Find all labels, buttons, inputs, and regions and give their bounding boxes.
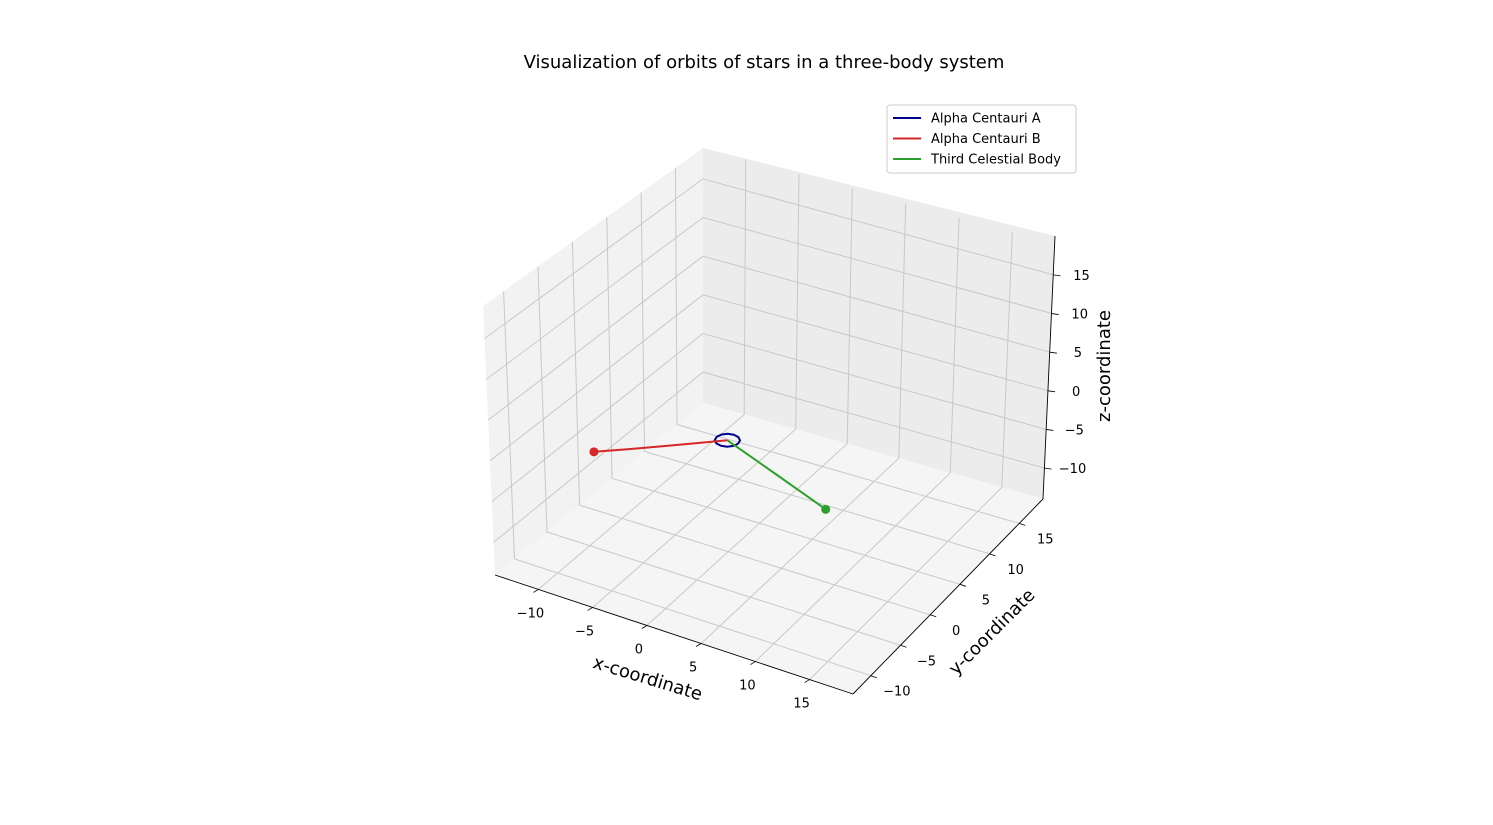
x-gridline — [755, 217, 960, 662]
z-axis-label: z-coordinate — [1094, 310, 1115, 422]
z-axis-line — [1042, 235, 1056, 500]
pane-left-wall — [483, 148, 703, 575]
x-tick-label: 10 — [739, 679, 756, 694]
legend-label: Alpha Centauri B — [931, 132, 1041, 147]
z-tick — [1048, 390, 1056, 393]
x-tick-label: 5 — [689, 661, 697, 676]
chart-title: Visualization of orbits of stars in a th… — [524, 52, 1005, 73]
y-tick-label: 5 — [982, 593, 990, 608]
x-tick-label: −10 — [517, 606, 544, 621]
pane-back-wall — [703, 148, 1055, 499]
axes-panes — [483, 148, 1055, 694]
z-gridline — [489, 294, 1049, 462]
z-gridline — [487, 255, 1051, 421]
z-gridline — [484, 178, 1054, 340]
y-gridline — [640, 192, 990, 555]
y-gridline — [675, 167, 1020, 524]
z-tick — [1046, 429, 1054, 431]
y-tick-label: 0 — [952, 624, 960, 639]
z-tick — [1049, 351, 1057, 354]
x-gridline — [592, 174, 800, 608]
z-gridline — [491, 332, 1047, 502]
x-tick — [587, 607, 593, 611]
y-axis-line — [852, 498, 1044, 695]
y-tick — [900, 644, 907, 648]
x-tick — [695, 643, 702, 647]
x-gridline — [538, 159, 747, 590]
series-line-alpha-centauri-a — [713, 432, 742, 448]
data-plot-area — [589, 432, 831, 514]
x-tick-label: 15 — [793, 697, 810, 712]
z-tick-label: 15 — [1073, 269, 1090, 284]
y-tick-label: −10 — [883, 685, 910, 700]
y-gridline — [537, 266, 901, 646]
x-tick — [533, 589, 539, 593]
z-tick — [1051, 313, 1059, 315]
series-endpoint-alpha-centauri-b — [589, 447, 599, 457]
legend-label: Third Celestial Body — [930, 153, 1061, 168]
y-tick — [959, 583, 967, 587]
x-tick-label: −5 — [575, 625, 594, 640]
series-line-alpha-centauri-b — [593, 439, 728, 453]
x-tick — [750, 661, 756, 665]
z-tick-label: −10 — [1059, 462, 1086, 477]
legend: Alpha Centauri A Alpha Centauri B Third Ce… — [886, 104, 1077, 174]
z-tick-label: 5 — [1074, 346, 1082, 361]
x-tick — [804, 679, 810, 683]
legend-frame — [886, 104, 1077, 174]
axes-grid — [484, 159, 1054, 680]
y-gridline — [503, 291, 871, 677]
z-tick-label: 0 — [1072, 385, 1080, 400]
y-tick — [870, 675, 877, 679]
z-tick-label: 10 — [1071, 308, 1088, 323]
x-tick-label: 0 — [635, 643, 643, 658]
y-tick — [1019, 522, 1026, 526]
pane-floor — [495, 403, 1043, 694]
y-tick — [989, 553, 996, 557]
z-gridline — [486, 216, 1052, 380]
series-endpoint-third-celestial-body — [821, 504, 831, 514]
y-tick-label: 10 — [1007, 563, 1024, 578]
z-tick — [1053, 274, 1061, 277]
series-line-third-celestial-body — [726, 439, 827, 511]
x-axis-line — [494, 574, 854, 695]
x-gridline — [700, 203, 907, 644]
axes-ticks: −10 −5 0 5 10 15 −10 −5 0 5 10 15 −10 −5 0 5 10 15 — [517, 269, 1090, 712]
y-tick-label: −5 — [917, 654, 936, 669]
y-tick-label: 15 — [1037, 532, 1054, 547]
axes-lines — [494, 235, 1056, 695]
z-tick-label: −5 — [1065, 424, 1084, 439]
x-axis-label: x-coordinate — [590, 652, 704, 705]
x-gridline — [809, 232, 1013, 680]
z-gridline — [493, 371, 1045, 543]
x-tick — [641, 625, 648, 629]
z-tick — [1044, 467, 1052, 470]
y-tick — [930, 614, 937, 618]
y-gridline — [606, 217, 961, 585]
legend-label: Alpha Centauri A — [931, 112, 1041, 127]
y-gridline — [571, 241, 931, 616]
x-gridline — [646, 188, 853, 626]
